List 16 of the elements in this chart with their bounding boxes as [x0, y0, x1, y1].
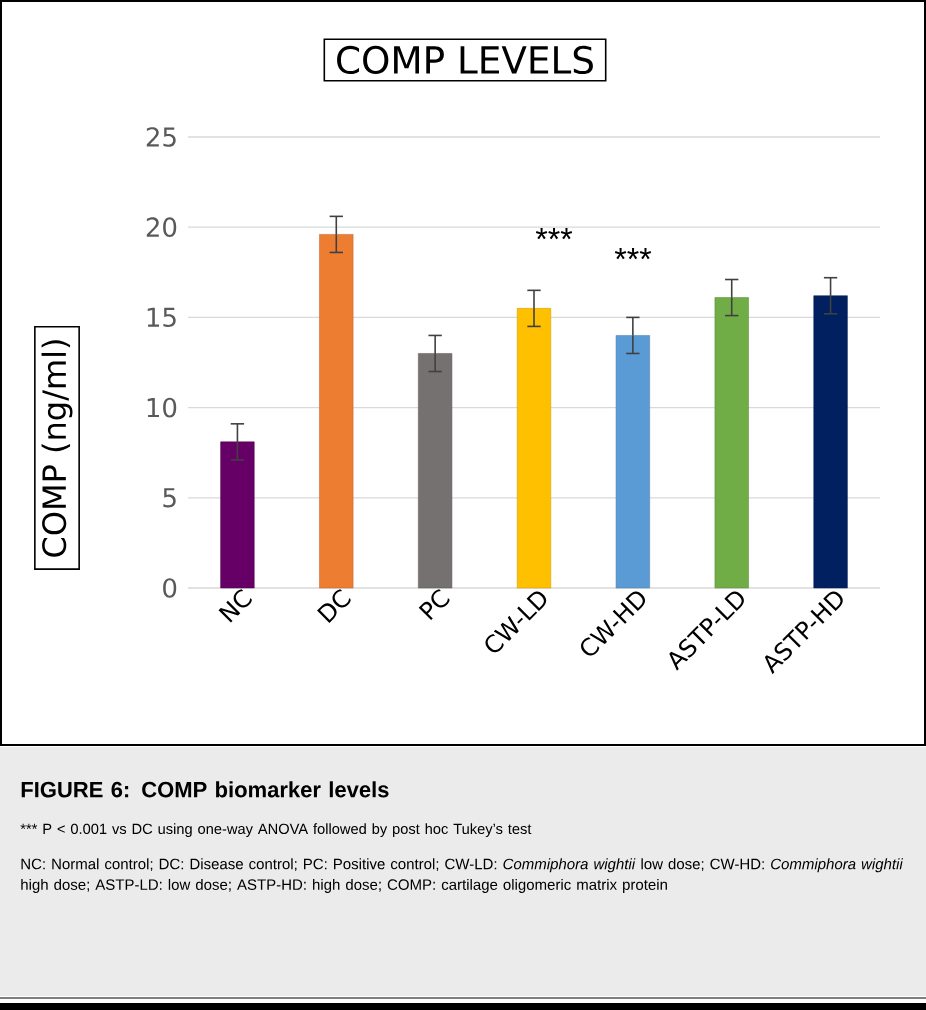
y-tick-label: 25	[146, 127, 176, 147]
annotation: ***	[614, 247, 652, 260]
text: *** P < 0.001 vs DC using one-way ANOVA followed by post hoc Tukey’s test	[20, 823, 532, 837]
y-axis-title: COMP (ng/ml)	[41, 340, 73, 557]
y-tick-label: 5	[163, 488, 176, 508]
x-tick-label: PC	[418, 589, 450, 621]
x-tick-label: DC	[317, 589, 351, 623]
text: NC: Normal control; DC: Disease control; PC: Positive control; CW-LD: Commiphora wightii low dose; CW-HD: Commiphora wightii high dose; ASTP-LD: low dose; ASTP-HD: high dose; COMP: cartilage oligomeric matrix protein	[21, 858, 904, 893]
caption: FIGURE 6: COMP biomarker levels	[21, 781, 389, 798]
y-tick-label: 20	[146, 217, 177, 238]
x-tick-label: NC	[218, 589, 252, 623]
chart-title: COMP LEVELS	[337, 45, 593, 75]
annotation: ***	[535, 227, 573, 240]
y-tick-label: 10	[147, 397, 177, 418]
y-tick-label: 15	[147, 307, 176, 328]
y-tick-label: 0	[163, 578, 177, 598]
